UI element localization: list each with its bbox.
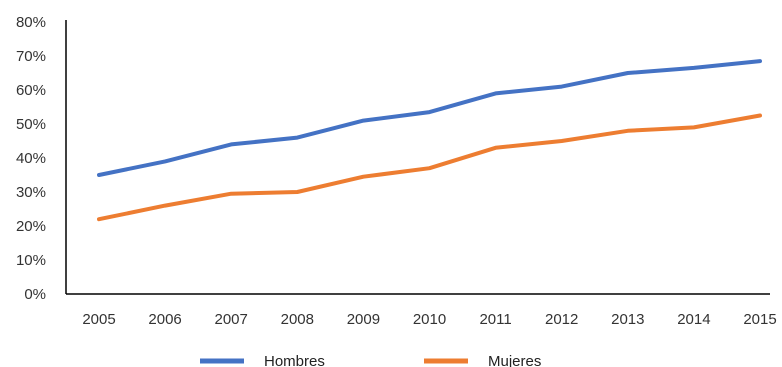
y-tick-label: 80% bbox=[16, 14, 46, 31]
y-axis-ticks: 0% 10% 20% 30% 40% 50% 60% 70% 80% bbox=[16, 14, 46, 303]
series-line-hombres bbox=[97, 59, 762, 177]
y-tick-label: 20% bbox=[16, 218, 46, 235]
x-tick-label: 2013 bbox=[611, 311, 644, 328]
x-tick-label: 2009 bbox=[347, 311, 380, 328]
y-tick-label: 50% bbox=[16, 116, 46, 133]
y-tick-label: 10% bbox=[16, 252, 46, 269]
x-tick-label: 2012 bbox=[545, 311, 578, 328]
x-tick-label: 2011 bbox=[479, 311, 511, 328]
y-tick-label: 70% bbox=[16, 48, 46, 65]
x-axis-ticks: 2005 2006 2007 2008 2009 2010 2011 2012 2013 2014… bbox=[82, 311, 776, 328]
x-tick-label: 2008 bbox=[281, 311, 314, 328]
y-tick-label: 0% bbox=[24, 286, 46, 303]
x-tick-label: 2005 bbox=[82, 311, 115, 328]
y-tick-label: 60% bbox=[16, 82, 46, 99]
legend-label-mujeres: Mujeres bbox=[488, 353, 541, 367]
series-lines bbox=[97, 59, 762, 222]
x-tick-label: 2015 bbox=[743, 311, 776, 328]
y-tick-label: 40% bbox=[16, 150, 46, 167]
x-tick-label: 2010 bbox=[413, 311, 446, 328]
legend-label-hombres: Hombres bbox=[264, 353, 325, 367]
y-tick-label: 30% bbox=[16, 184, 46, 201]
x-tick-label: 2014 bbox=[677, 311, 710, 328]
x-tick-label: 2006 bbox=[148, 311, 181, 328]
x-tick-label: 2007 bbox=[215, 311, 248, 328]
series-line-mujeres bbox=[97, 113, 762, 222]
legend: Hombres Mujeres bbox=[200, 353, 541, 367]
